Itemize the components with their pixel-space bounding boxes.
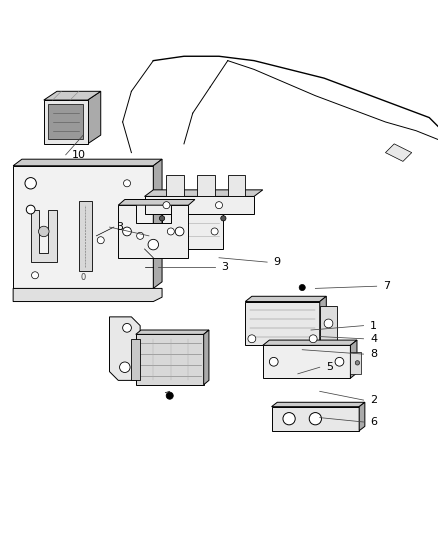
Text: 8: 8 — [370, 349, 377, 359]
Text: 0: 0 — [81, 273, 86, 281]
Circle shape — [166, 392, 173, 399]
Circle shape — [25, 177, 36, 189]
Circle shape — [124, 180, 131, 187]
Polygon shape — [162, 214, 223, 249]
Circle shape — [148, 239, 159, 250]
Polygon shape — [245, 302, 320, 345]
Polygon shape — [145, 197, 254, 214]
Circle shape — [309, 413, 321, 425]
Circle shape — [309, 335, 317, 343]
Polygon shape — [263, 345, 350, 378]
Text: 1: 1 — [370, 321, 377, 330]
Circle shape — [32, 272, 39, 279]
Text: 7: 7 — [383, 281, 390, 291]
Text: 4: 4 — [370, 334, 377, 344]
Polygon shape — [31, 209, 57, 262]
Circle shape — [355, 361, 360, 365]
Circle shape — [120, 362, 130, 373]
Circle shape — [215, 201, 223, 209]
Polygon shape — [320, 296, 326, 345]
Circle shape — [175, 227, 184, 236]
Polygon shape — [166, 174, 184, 197]
Circle shape — [123, 324, 131, 332]
Polygon shape — [136, 330, 209, 334]
Polygon shape — [13, 288, 162, 302]
Polygon shape — [350, 352, 361, 374]
Polygon shape — [153, 159, 162, 288]
Polygon shape — [131, 339, 140, 381]
Polygon shape — [88, 91, 101, 144]
Text: 9: 9 — [274, 257, 281, 267]
Text: 3: 3 — [116, 222, 123, 232]
Polygon shape — [44, 91, 101, 100]
Circle shape — [335, 358, 344, 366]
Polygon shape — [118, 199, 195, 205]
Polygon shape — [263, 340, 357, 345]
Polygon shape — [197, 174, 215, 197]
Circle shape — [97, 237, 104, 244]
Circle shape — [159, 216, 165, 221]
Text: 10: 10 — [72, 150, 86, 160]
Text: 2: 2 — [370, 395, 377, 405]
Polygon shape — [13, 159, 162, 166]
Circle shape — [26, 205, 35, 214]
Polygon shape — [110, 317, 140, 381]
Circle shape — [299, 285, 305, 290]
Polygon shape — [204, 330, 209, 385]
Circle shape — [324, 319, 333, 328]
Circle shape — [269, 358, 278, 366]
Polygon shape — [359, 402, 365, 431]
Polygon shape — [136, 334, 204, 385]
Circle shape — [137, 232, 144, 239]
Polygon shape — [44, 100, 88, 144]
Polygon shape — [350, 340, 357, 378]
Polygon shape — [145, 190, 263, 197]
Polygon shape — [245, 296, 326, 302]
Polygon shape — [320, 306, 337, 341]
Circle shape — [283, 413, 295, 425]
Text: 6: 6 — [370, 417, 377, 427]
Polygon shape — [385, 144, 412, 161]
Circle shape — [167, 228, 174, 235]
Circle shape — [248, 335, 256, 343]
Polygon shape — [272, 402, 365, 407]
Polygon shape — [228, 174, 245, 197]
Polygon shape — [79, 201, 92, 271]
Text: 3: 3 — [221, 262, 228, 271]
Circle shape — [211, 228, 218, 235]
Circle shape — [123, 227, 131, 236]
Polygon shape — [118, 205, 188, 258]
Polygon shape — [272, 407, 359, 431]
Text: 5: 5 — [326, 362, 333, 372]
Polygon shape — [48, 104, 83, 140]
Circle shape — [39, 226, 49, 237]
Polygon shape — [13, 166, 153, 288]
Circle shape — [221, 216, 226, 221]
Circle shape — [163, 201, 170, 209]
